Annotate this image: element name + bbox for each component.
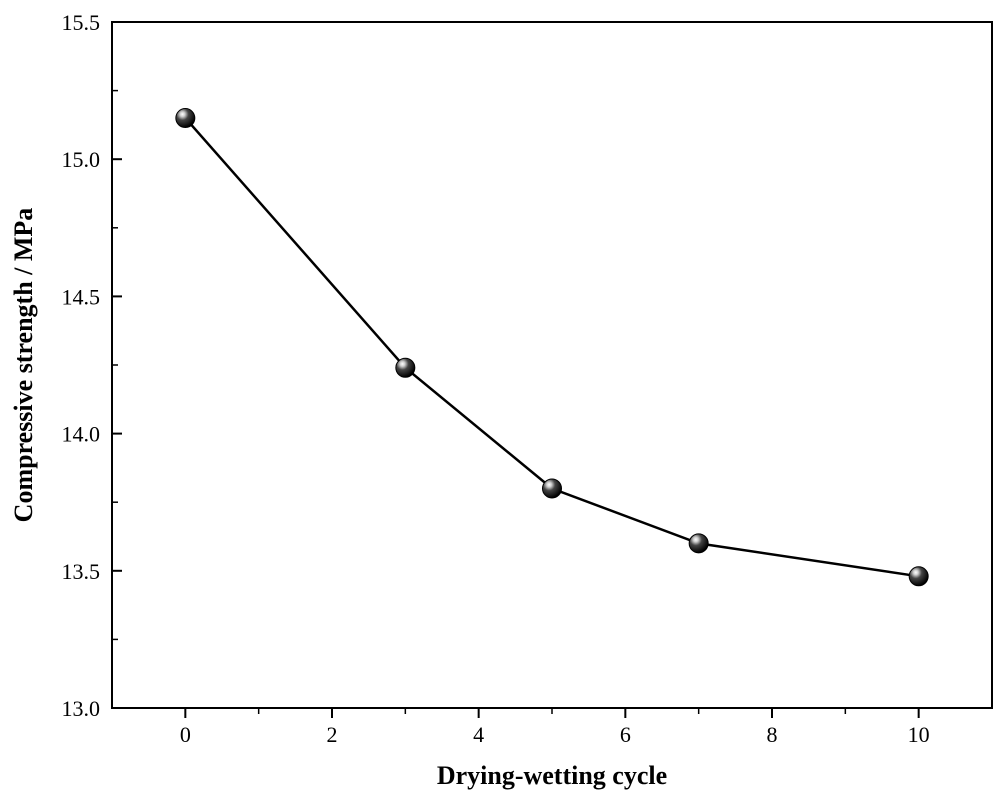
x-tick-label: 2 (327, 722, 338, 747)
y-tick-label: 15.0 (62, 147, 101, 172)
y-tick-label: 13.0 (62, 696, 101, 721)
data-point (688, 533, 709, 554)
x-tick-label: 4 (473, 722, 484, 747)
plot-frame (111, 21, 993, 709)
data-points (175, 108, 929, 587)
y-axis: 13.0 13.5 14.0 14.5 15.0 15.5 (62, 10, 122, 721)
data-point (908, 566, 929, 587)
y-tick-label: 14.5 (62, 284, 101, 309)
minor-ticks (112, 89, 847, 714)
data-point (542, 478, 562, 499)
y-axis-title: Compressive strength / MPa (9, 208, 38, 523)
y-tick-label: 13.5 (62, 559, 101, 584)
data-point (175, 108, 196, 129)
y-tick-label: 14.0 (62, 422, 101, 447)
y-tick-label: 15.5 (62, 10, 101, 35)
data-point (395, 357, 416, 378)
x-axis-title: Drying-wetting cycle (437, 761, 667, 790)
x-tick-label: 10 (908, 722, 930, 747)
x-tick-label: 0 (180, 722, 191, 747)
series-line (184, 117, 919, 578)
x-axis: 0 2 4 6 8 10 (180, 708, 930, 747)
x-tick-label: 6 (620, 722, 631, 747)
x-tick-label: 8 (767, 722, 778, 747)
